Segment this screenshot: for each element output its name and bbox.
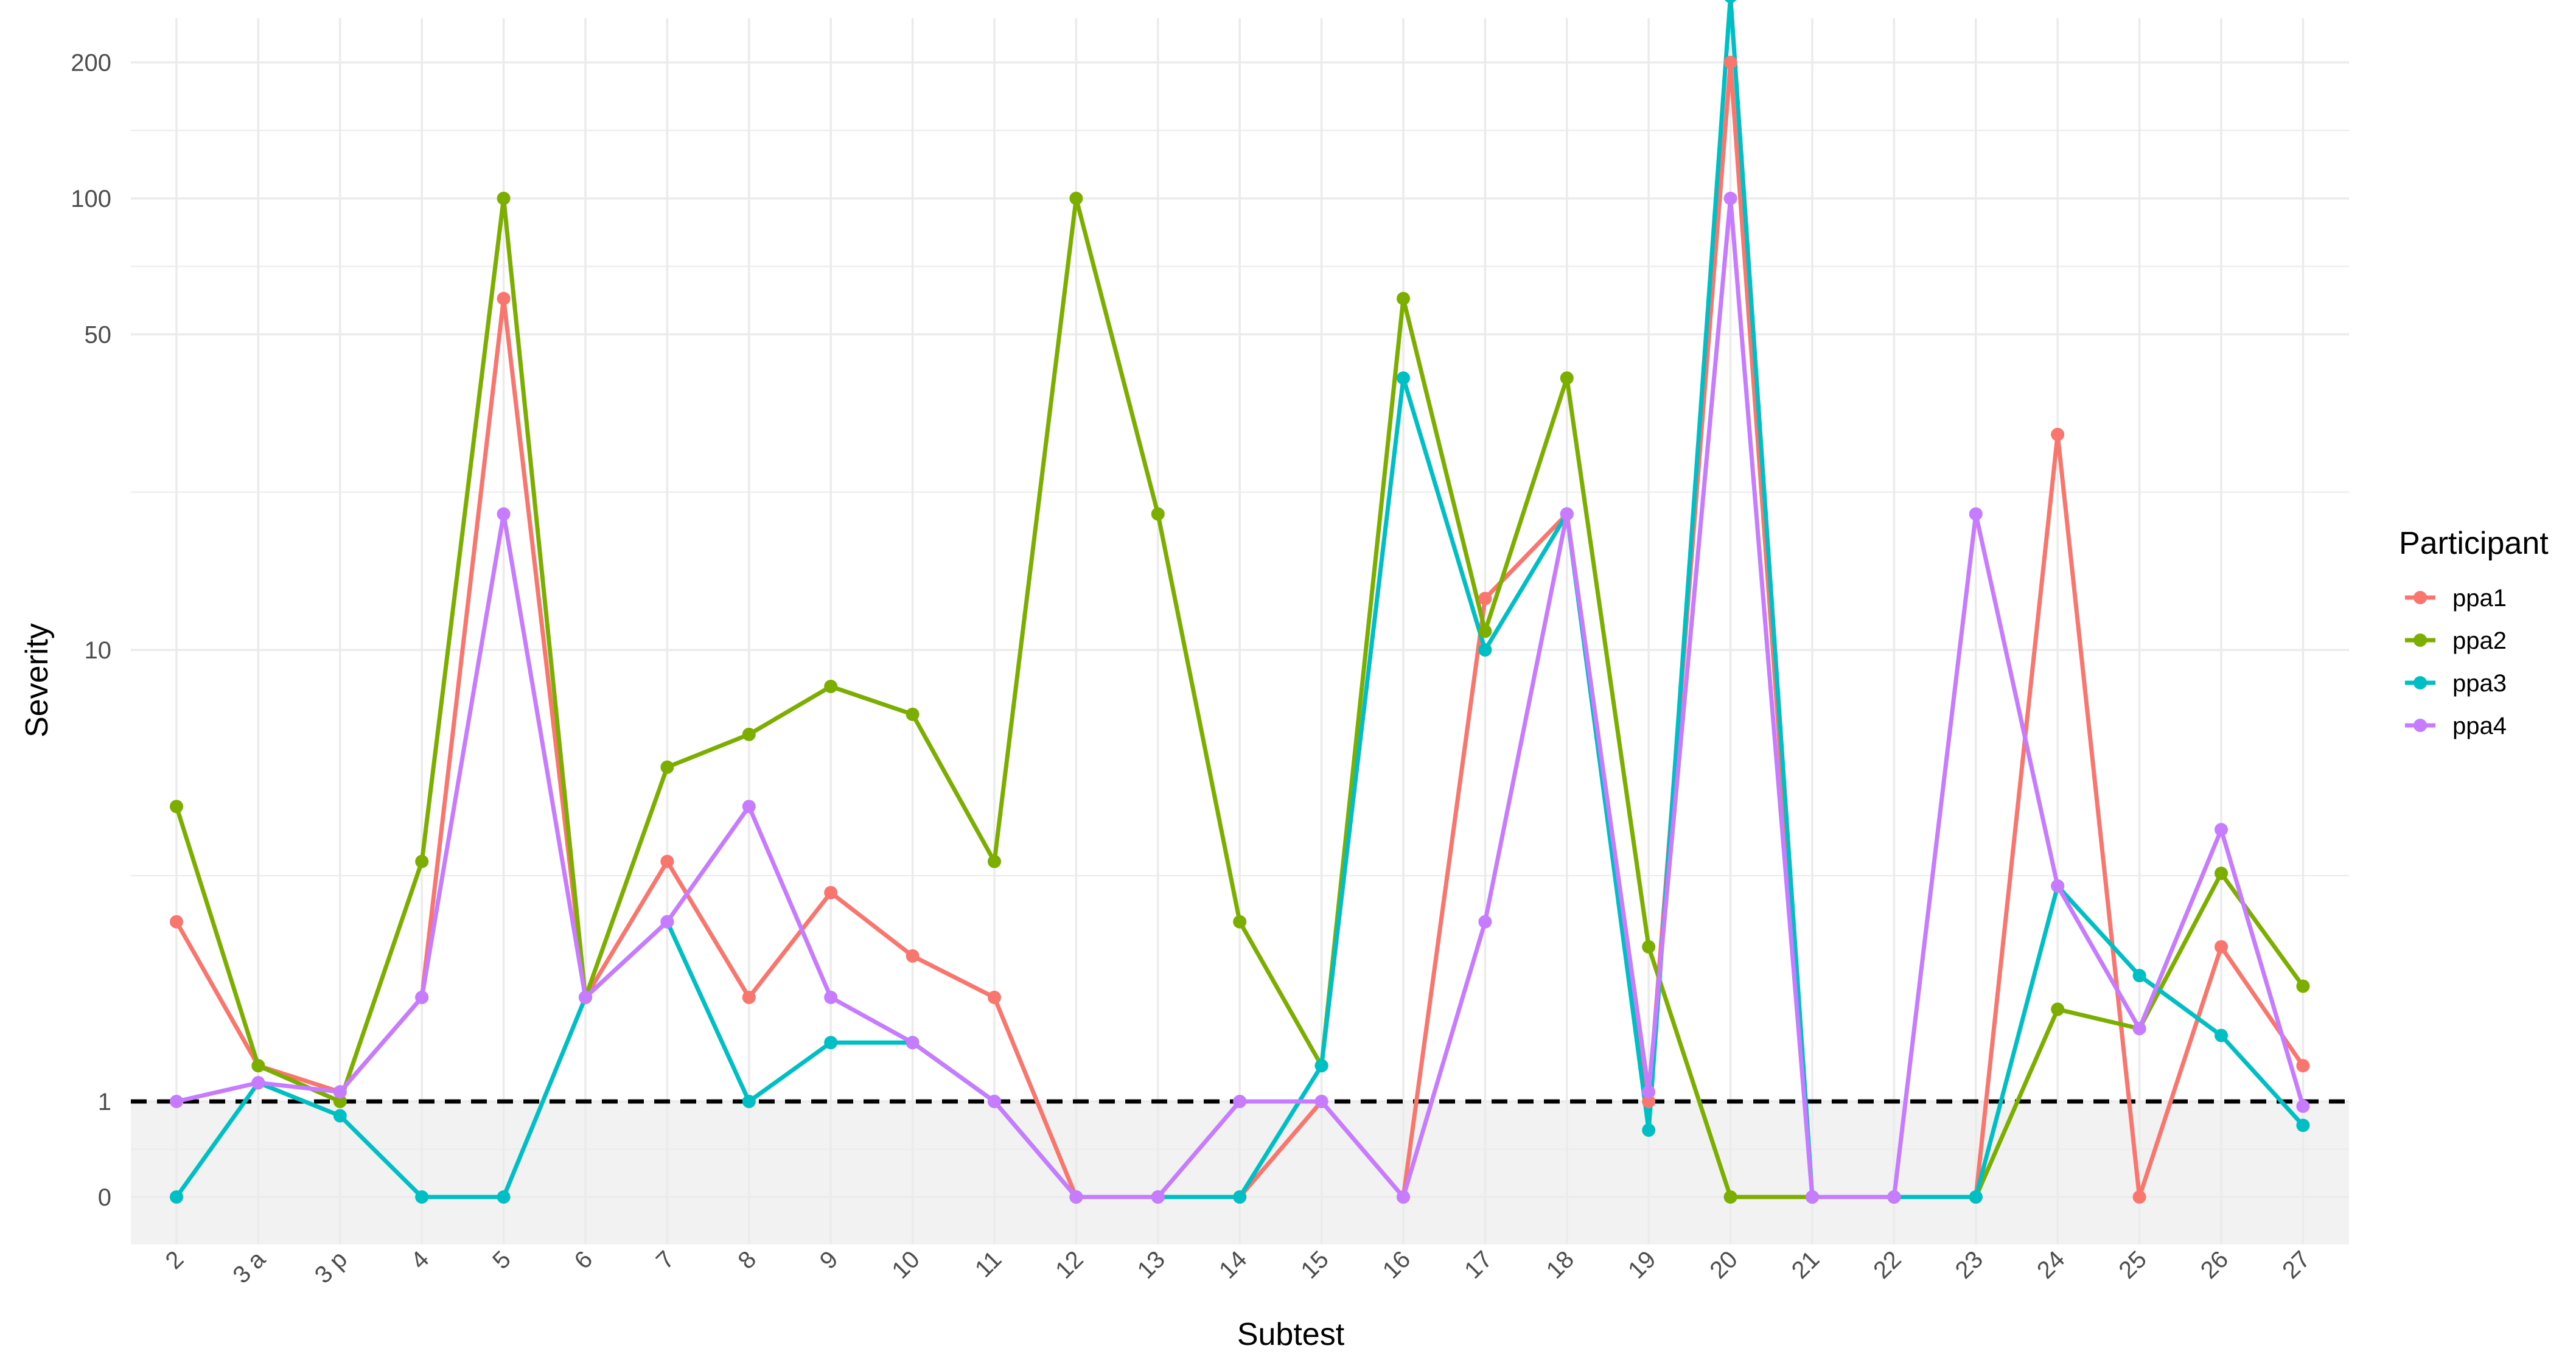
data-point-ppa2 <box>1397 291 1410 305</box>
data-point-ppa1 <box>2296 1059 2310 1073</box>
data-point-ppa2 <box>1723 1190 1737 1204</box>
data-point-ppa2 <box>742 727 756 741</box>
data-point-ppa3 <box>2132 969 2146 983</box>
data-point-ppa3 <box>2296 1118 2310 1132</box>
data-point-ppa2 <box>1478 624 1492 638</box>
data-point-ppa4 <box>1806 1190 1819 1204</box>
data-point-ppa1 <box>2051 427 2065 441</box>
data-point-ppa1 <box>1478 592 1492 605</box>
legend-key-point <box>2414 676 2427 689</box>
legend-label-ppa1: ppa1 <box>2452 585 2507 612</box>
data-point-ppa1 <box>2215 940 2228 954</box>
y-tick-label: 10 <box>85 637 112 664</box>
data-point-ppa4 <box>1642 1085 1656 1099</box>
data-point-ppa4 <box>1151 1190 1165 1204</box>
data-point-ppa4 <box>1560 507 1574 521</box>
data-point-ppa4 <box>415 991 429 1005</box>
legend-label-ppa3: ppa3 <box>2452 670 2507 697</box>
data-point-ppa4 <box>660 915 674 929</box>
data-point-ppa3 <box>2215 1028 2228 1042</box>
data-point-ppa3 <box>1478 643 1492 657</box>
data-point-ppa4 <box>333 1085 347 1099</box>
data-point-ppa4 <box>988 1095 1001 1108</box>
data-point-ppa3 <box>742 1095 756 1108</box>
data-point-ppa3 <box>170 1190 183 1204</box>
data-point-ppa3 <box>415 1190 429 1204</box>
data-point-ppa2 <box>824 680 838 694</box>
data-point-ppa1 <box>906 949 920 963</box>
data-point-ppa2 <box>660 760 674 774</box>
data-point-ppa2 <box>2051 1002 2065 1016</box>
data-point-ppa4 <box>1887 1190 1901 1204</box>
data-point-ppa2 <box>251 1059 265 1073</box>
data-point-ppa2 <box>170 800 183 814</box>
data-point-ppa4 <box>742 800 756 814</box>
data-point-ppa4 <box>170 1095 183 1108</box>
data-point-ppa4 <box>1723 192 1737 205</box>
data-point-ppa3 <box>1314 1059 1328 1073</box>
y-tick-label: 0 <box>98 1184 111 1211</box>
data-point-ppa3 <box>1642 1123 1656 1137</box>
data-point-ppa4 <box>2215 823 2228 837</box>
data-point-ppa1 <box>824 885 838 899</box>
data-point-ppa2 <box>415 854 429 868</box>
legend-label-ppa4: ppa4 <box>2452 713 2507 739</box>
data-point-ppa3 <box>1397 371 1410 385</box>
legend-key-point <box>2414 591 2427 604</box>
x-axis-title: Subtest <box>1237 1317 1345 1352</box>
data-point-ppa4 <box>2132 1022 2146 1036</box>
data-point-ppa2 <box>1233 915 1247 929</box>
series-marks <box>170 0 2310 1204</box>
data-point-ppa4 <box>1397 1190 1410 1204</box>
data-point-ppa2 <box>2215 867 2228 881</box>
data-point-ppa4 <box>1233 1095 1247 1108</box>
data-point-ppa1 <box>2132 1190 2146 1204</box>
data-point-ppa1 <box>742 991 756 1005</box>
y-tick-label: 200 <box>71 50 111 77</box>
data-point-ppa4 <box>1069 1190 1083 1204</box>
data-point-ppa2 <box>497 192 511 205</box>
data-point-ppa2 <box>2296 979 2310 993</box>
legend-title: Participant <box>2399 526 2549 561</box>
data-point-ppa4 <box>824 991 838 1005</box>
data-point-ppa4 <box>497 507 511 521</box>
data-point-ppa2 <box>333 1095 347 1108</box>
data-point-ppa3 <box>824 1036 838 1050</box>
data-point-ppa3 <box>1233 1190 1247 1204</box>
y-tick-label: 1 <box>98 1089 111 1115</box>
data-point-ppa4 <box>906 1036 920 1050</box>
data-point-ppa2 <box>1560 371 1574 385</box>
data-point-ppa4 <box>2051 879 2065 893</box>
y-axis-title: Severity <box>19 623 55 738</box>
data-point-ppa1 <box>1642 1095 1656 1108</box>
data-point-ppa4 <box>1478 915 1492 929</box>
y-tick-label: 100 <box>71 186 111 212</box>
data-point-ppa2 <box>1069 192 1083 205</box>
data-point-ppa3 <box>333 1109 347 1123</box>
legend-key-point <box>2414 719 2427 732</box>
data-point-ppa3 <box>1969 1190 1983 1204</box>
data-point-ppa3 <box>497 1190 511 1204</box>
legend-label-ppa2: ppa2 <box>2452 627 2507 654</box>
data-point-ppa1 <box>170 915 183 929</box>
legend-key-point <box>2414 633 2427 647</box>
y-tick-label: 50 <box>85 321 112 348</box>
data-point-ppa4 <box>579 991 592 1005</box>
data-point-ppa1 <box>497 291 511 305</box>
data-point-ppa4 <box>1969 507 1983 521</box>
data-point-ppa2 <box>1151 507 1165 521</box>
data-point-ppa1 <box>660 854 674 868</box>
data-point-ppa2 <box>906 707 920 721</box>
data-point-ppa1 <box>1723 55 1737 69</box>
data-point-ppa2 <box>988 854 1001 868</box>
data-point-ppa4 <box>1314 1095 1328 1108</box>
data-point-ppa2 <box>1642 940 1656 954</box>
data-point-ppa4 <box>251 1076 265 1090</box>
data-point-ppa3 <box>1725 0 1736 4</box>
data-point-ppa1 <box>988 991 1001 1005</box>
data-point-ppa4 <box>2296 1099 2310 1113</box>
legend: Participant ppa1 ppa2 ppa3 ppa4 <box>2399 526 2549 739</box>
